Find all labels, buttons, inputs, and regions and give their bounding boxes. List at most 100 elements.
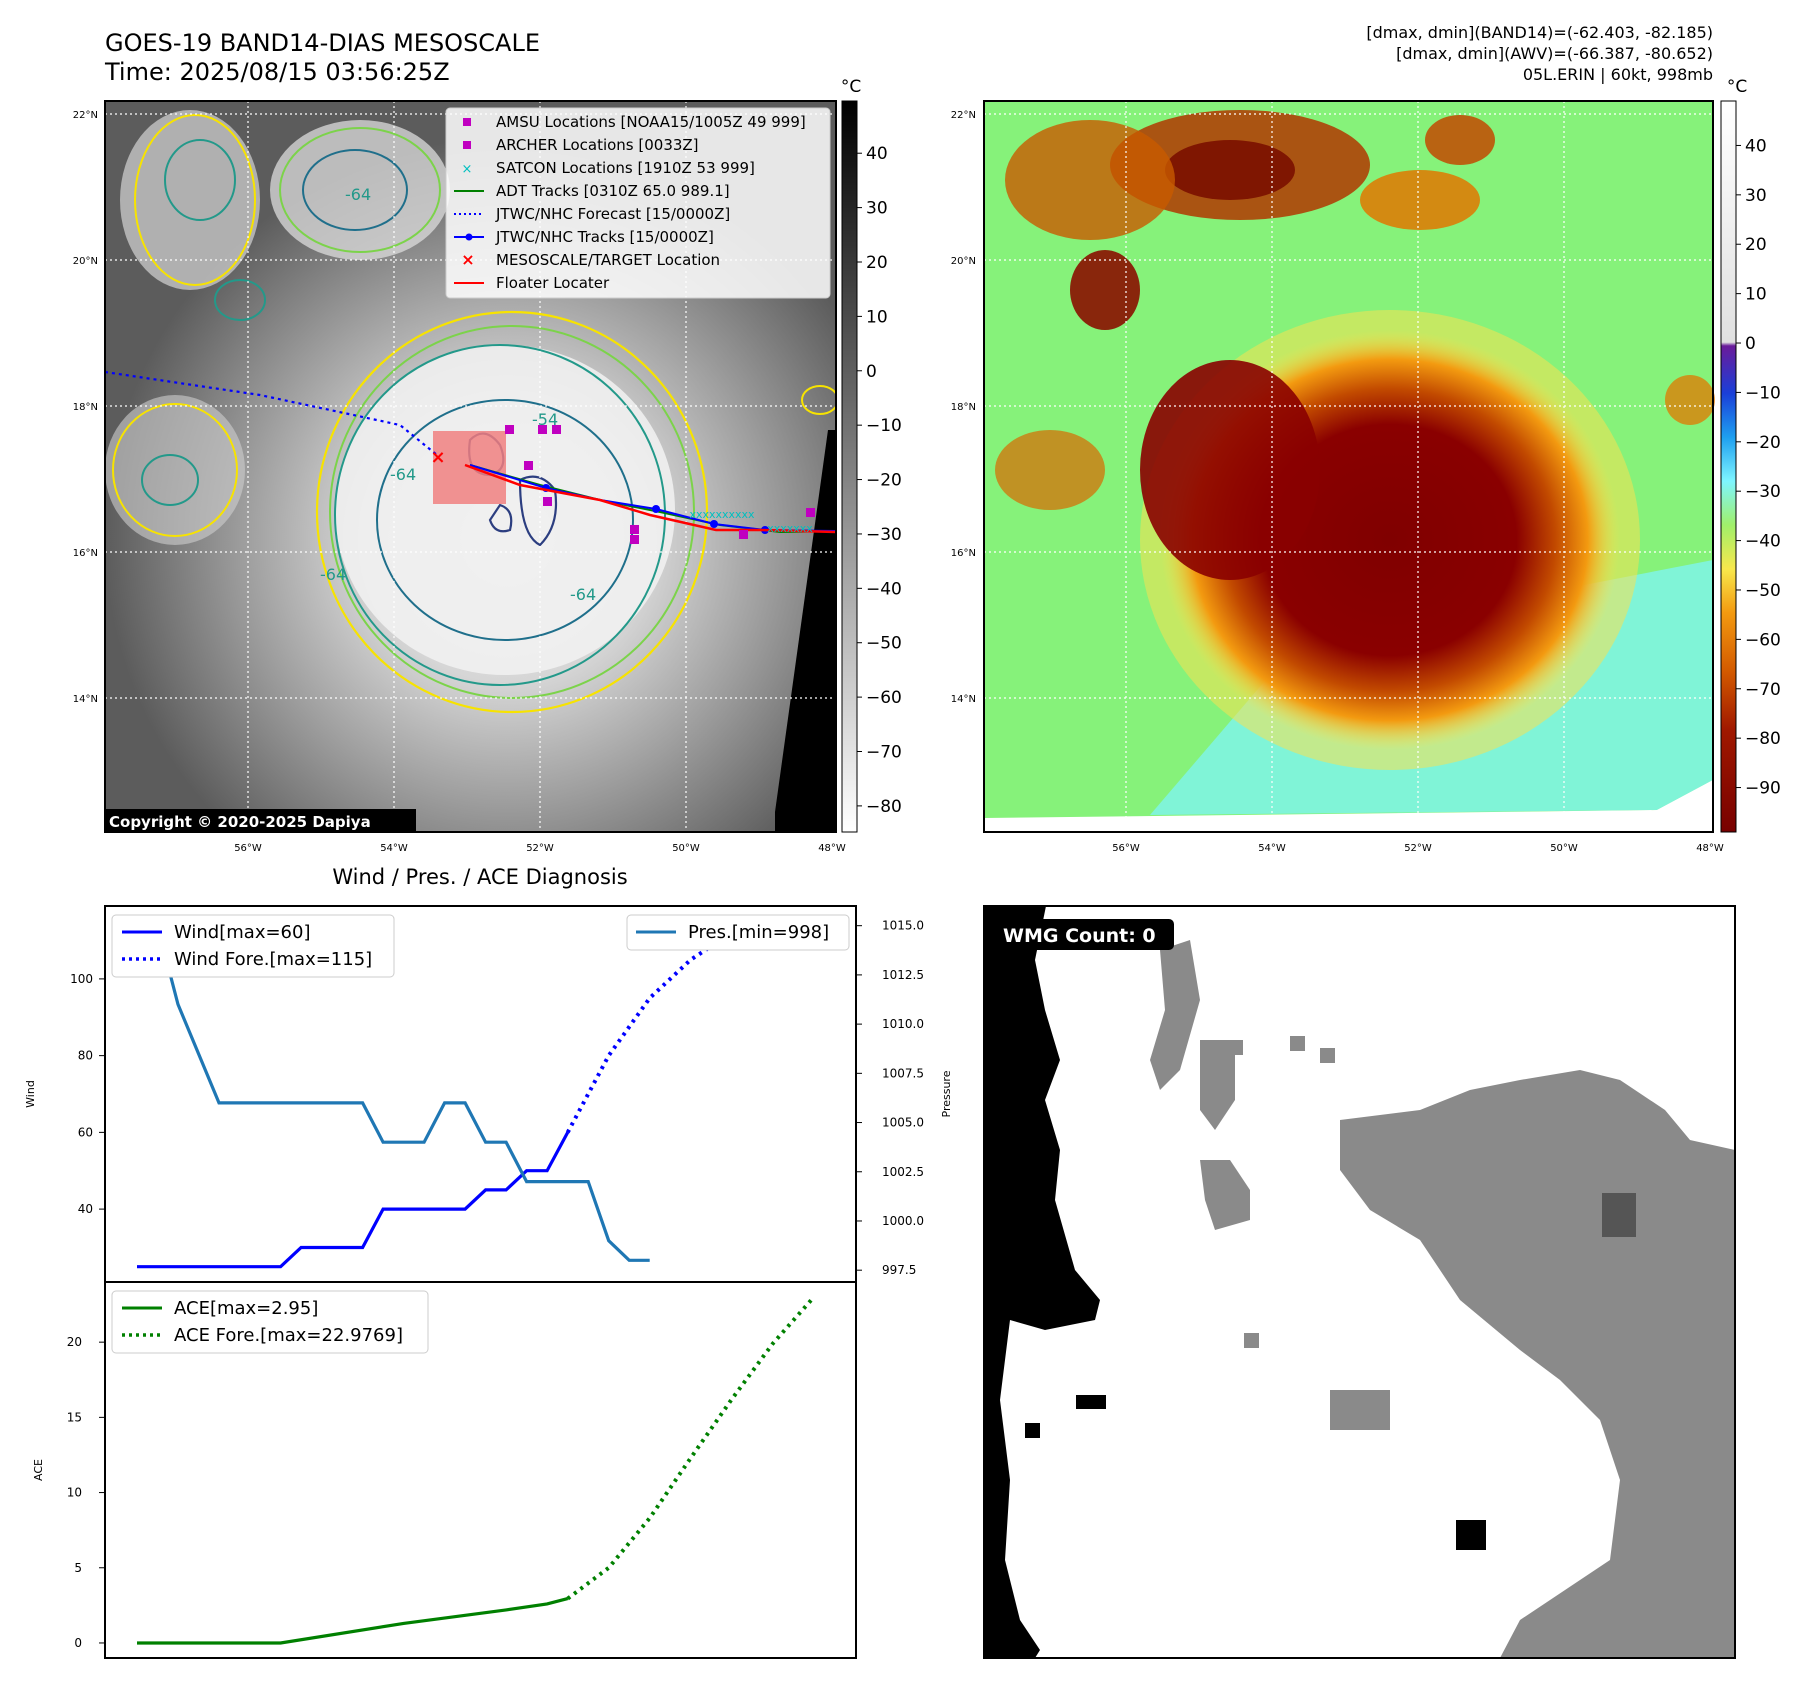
colorbar-tick-label: 40 (866, 144, 888, 164)
legend-item-adt: ADT Tracks [0310Z 65.0 989.1] (454, 182, 730, 200)
temp-cloud-w (995, 430, 1105, 510)
colorbar-tick-label: 30 (1745, 186, 1767, 206)
ir-lat-labels: 22°N 20°N 18°N 16°N 14°N (73, 110, 98, 705)
ace-yticks: 0 5 10 15 20 (67, 1335, 105, 1650)
svg-text:18°N: 18°N (73, 402, 98, 413)
colorbar-left-ticks: 40 30 20 10 0 −10 −20 −30 −40 −50 −60 −70 −80 (857, 144, 902, 817)
ir-cloud-nw (120, 110, 260, 290)
wmg-gray-cell (1228, 1040, 1243, 1055)
colorbar-tick-label: −60 (866, 688, 902, 708)
colorbar-tick-label: −10 (866, 416, 902, 436)
contour-ne-green (279, 127, 441, 253)
svg-text:54°W: 54°W (380, 843, 408, 854)
colorbar-tick-label: 40 (1745, 136, 1767, 156)
legend-label-pressure: Pres.[min=998] (688, 922, 829, 943)
wmg-black-cell (1076, 1395, 1106, 1409)
legend-item-archer: ARCHER Locations [0033Z] (463, 136, 699, 154)
colorbar-left-unit: °C (841, 77, 861, 97)
legend-label-ace: ACE[max=2.95] (174, 1298, 318, 1319)
colorbar-right-unit: °C (1727, 77, 1747, 97)
legend-label-ace-forecast: ACE Fore.[max=22.9769] (174, 1325, 403, 1346)
wmg-count-label: WMG Count: 0 (1003, 925, 1156, 947)
wmg-dark-cell (1602, 1193, 1636, 1237)
colorbar-tick-label: 30 (866, 199, 888, 219)
ace-legend: ACE[max=2.95] ACE Fore.[max=22.9769] (111, 1290, 429, 1354)
svg-text:56°W: 56°W (1112, 843, 1140, 854)
colorbar-left: °C 40 30 20 10 0 −10 −20 −30 −40 −50 −60 −70 −80 (841, 77, 902, 833)
amsu-markers (505, 425, 815, 544)
colorbar-tick-label: 0 (866, 362, 877, 382)
pressure-ytick-label: 1007.5 (882, 1066, 924, 1080)
wmg-gray-cell (1244, 1333, 1259, 1348)
wind-axis-label: Wind (24, 1080, 37, 1108)
ir-cloud-w (105, 395, 245, 545)
pressure-ytick-label: 1002.5 (882, 1165, 924, 1179)
forecast-track (105, 370, 438, 456)
legend-item-amsu: AMSU Locations [NOAA15/1005Z 49 999] (463, 113, 806, 131)
series-line-ace-fore-max- (566, 1295, 816, 1601)
svg-text:50°W: 50°W (1550, 843, 1578, 854)
svg-text:18°N: 18°N (951, 402, 976, 413)
wmg-gray-region (1150, 940, 1200, 1090)
colorbar-tick-label: −70 (866, 743, 902, 763)
temp-cloud-nw-core (1070, 250, 1140, 330)
wmg-gray-region (1200, 1040, 1235, 1130)
temp-lon-labels: 56°W 54°W 52°W 50°W 48°W (1112, 843, 1724, 854)
wmg-gray-region (1200, 1160, 1250, 1230)
svg-text:xxxxxxx: xxxxxxx (767, 522, 813, 535)
svg-text:16°N: 16°N (951, 548, 976, 559)
pressure-ytick-label: 1012.5 (882, 968, 924, 982)
colorbar-tick-label: −30 (1745, 482, 1781, 502)
svg-text:ARCHER Locations [0033Z]: ARCHER Locations [0033Z] (496, 136, 699, 154)
band14-range: [dmax, dmin](BAND14)=(-62.403, -82.185) (1366, 23, 1713, 42)
ir-lon-labels: 56°W 54°W 52°W 50°W 48°W (234, 843, 846, 854)
svg-text:52°W: 52°W (526, 843, 554, 854)
colorbar-tick-label: 10 (1745, 285, 1767, 305)
adt-track (469, 464, 836, 534)
pressure-ytick-label: 1010.0 (882, 1017, 924, 1031)
legend-box (445, 107, 831, 299)
colorbar-tick-label: −50 (866, 634, 902, 654)
svg-text:ADT Tracks [0310Z 65.0 989.1]: ADT Tracks [0310Z 65.0 989.1] (496, 182, 730, 200)
wmg-black-region (984, 906, 1100, 1658)
contour-nw-teal (164, 139, 236, 221)
colorbar-tick-label: −70 (1745, 680, 1781, 700)
colorbar-tick-label: 0 (1745, 334, 1756, 354)
colorbar-right: °C 40 30 20 10 0 −10 −20 −30 −40 −50 −60 −70 −80 −90 (1720, 77, 1781, 833)
temp-lat-labels: 22°N 20°N 18°N 16°N 14°N (951, 110, 976, 705)
ace-legend-box (111, 1290, 429, 1354)
ir-map-frame (104, 100, 837, 833)
svg-text:AMSU Locations [NOAA15/1005Z 4: AMSU Locations [NOAA15/1005Z 49 999] (496, 113, 806, 131)
colorbar-tick-label: 10 (866, 307, 888, 327)
colorbar-left-ramp (841, 100, 858, 833)
wmg-gray-cell (1320, 1048, 1335, 1063)
ir-cloud-ne (270, 120, 450, 260)
pressure-yticks: 997.5 1000.0 1002.5 1005.0 1007.5 1010.0 1012.… (856, 919, 924, 1277)
colorbar-tick-label: −40 (1745, 532, 1781, 552)
pressure-axis-label: Pressure (940, 1070, 953, 1117)
floater-track (464, 463, 836, 534)
svg-text:SATCON Locations [1910Z 53 999: SATCON Locations [1910Z 53 999] (496, 159, 755, 177)
contour-label: -64 (345, 185, 371, 204)
colorbar-tick-label: −80 (866, 797, 902, 817)
svg-text:14°N: 14°N (951, 694, 976, 705)
ace-ytick-label: 10 (67, 1486, 82, 1500)
pressure-legend: Pres.[min=998] (626, 914, 850, 951)
colorbar-tick-label: −60 (1745, 630, 1781, 650)
ir-cloud-core (335, 345, 675, 675)
mesoscale-target-x: × (430, 447, 445, 468)
svg-text:56°W: 56°W (234, 843, 262, 854)
contour-label: -64 (390, 465, 416, 484)
wmg-black-cell (1456, 1520, 1486, 1550)
series-line-pres-min- (137, 924, 650, 1262)
temp-cloud-e (1665, 375, 1715, 425)
ace-chart: ACE 0 5 10 15 20 ACE[max=2.95] ACE Fore.[max… (32, 1281, 857, 1659)
contour-w-yellow (112, 403, 238, 537)
legend-label-wind-forecast: Wind Fore.[max=115] (174, 949, 372, 970)
ace-series-group (137, 1295, 816, 1645)
legend-item-forecast: JTWC/NHC Forecast [15/0000Z] (454, 205, 730, 223)
legend-item-satcon: × SATCON Locations [1910Z 53 999] (462, 159, 755, 177)
contour-nw-yellow (134, 114, 256, 286)
svg-text:14°N: 14°N (73, 694, 98, 705)
